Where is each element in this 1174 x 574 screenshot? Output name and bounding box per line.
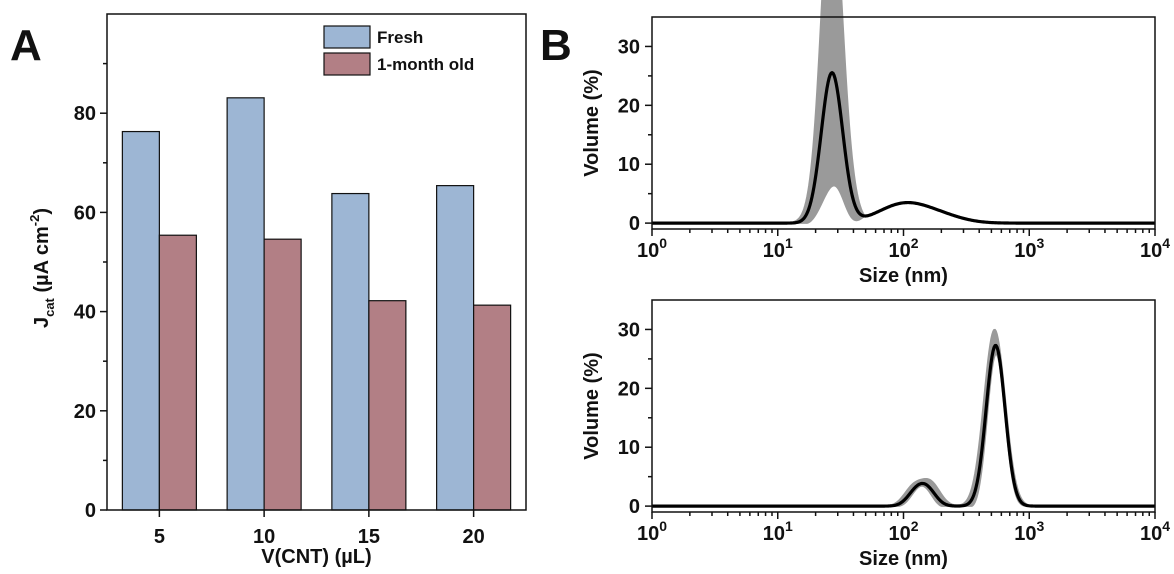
error-band <box>652 0 1155 224</box>
panel-letter-b: B <box>540 21 572 70</box>
x-tick-label: 100 <box>637 235 667 262</box>
mean-curve <box>651 71 1156 225</box>
y-tick-label: 80 <box>74 103 96 125</box>
size-distribution-top: 0 10 20 30 100 101 102 103 104 Size (nm) Volume (%… <box>581 0 1170 287</box>
plot-frame <box>106 13 527 511</box>
y-tick-label: 10 <box>618 154 640 176</box>
legend-label: Fresh <box>377 28 423 47</box>
x-tick-label: 103 <box>1014 518 1044 545</box>
x-tick-label: 100 <box>637 518 667 545</box>
bar-fresh-10 <box>226 97 265 511</box>
legend-label: 1-month old <box>377 55 474 74</box>
bar-old-15 <box>368 300 407 511</box>
x-tick-label: 5 <box>154 526 165 548</box>
y-tick-label: 10 <box>618 437 640 459</box>
plot-frame <box>651 299 1156 513</box>
legend-swatch <box>323 52 371 76</box>
y-tick-label: 0 <box>629 496 640 518</box>
y-tick-label: 0 <box>629 213 640 235</box>
bar-old-20 <box>473 304 512 511</box>
y-tick-label: 60 <box>74 202 96 224</box>
legend-swatch <box>323 25 371 49</box>
size-distribution-bottom: 0 10 20 30 100 101 102 103 104 Size (nm) Volume (%… <box>581 299 1170 570</box>
x-tick-label: 101 <box>763 518 793 545</box>
mean-curve <box>651 343 1156 508</box>
x-tick-label: 20 <box>463 526 485 548</box>
x-tick-label: 104 <box>1140 235 1170 262</box>
bar-fresh-20 <box>436 185 475 511</box>
plot-frame <box>651 16 1156 230</box>
x-tick-label: 10 <box>253 526 275 548</box>
y-axis-title: Jcat (µA cm-2) <box>27 208 57 328</box>
bar-chart: 5 10 15 20 0 20 40 60 80 Fresh 1-month old V(CNT) (… <box>27 13 527 568</box>
y-tick-label: 0 <box>85 500 96 522</box>
bar-old-5 <box>158 234 197 511</box>
legend: Fresh 1-month old <box>323 25 474 76</box>
x-tick-label: 15 <box>358 526 380 548</box>
y-tick-label: 30 <box>618 319 640 341</box>
bar-fresh-5 <box>121 130 160 511</box>
x-axis-title: Size (nm) <box>859 265 948 287</box>
x-tick-label: 103 <box>1014 235 1044 262</box>
y-tick-label: 20 <box>618 378 640 400</box>
x-axis-title: V(CNT) (µL) <box>261 546 371 568</box>
x-tick-label: 102 <box>888 518 918 545</box>
bar-fresh-15 <box>331 192 370 511</box>
x-axis-title: Size (nm) <box>859 548 948 570</box>
y-tick-label: 40 <box>74 302 96 324</box>
y-tick-label: 30 <box>618 36 640 58</box>
x-tick-label: 102 <box>888 235 918 262</box>
panel-letter-a: A <box>10 21 42 70</box>
bar-old-10 <box>263 238 302 511</box>
error-band <box>652 328 1155 507</box>
y-tick-label: 20 <box>618 95 640 117</box>
y-tick-label: 20 <box>74 401 96 423</box>
x-tick-label: 101 <box>763 235 793 262</box>
y-axis-title: Volume (%) <box>581 69 603 176</box>
x-tick-label: 104 <box>1140 518 1170 545</box>
y-axis-title: Volume (%) <box>581 352 603 459</box>
